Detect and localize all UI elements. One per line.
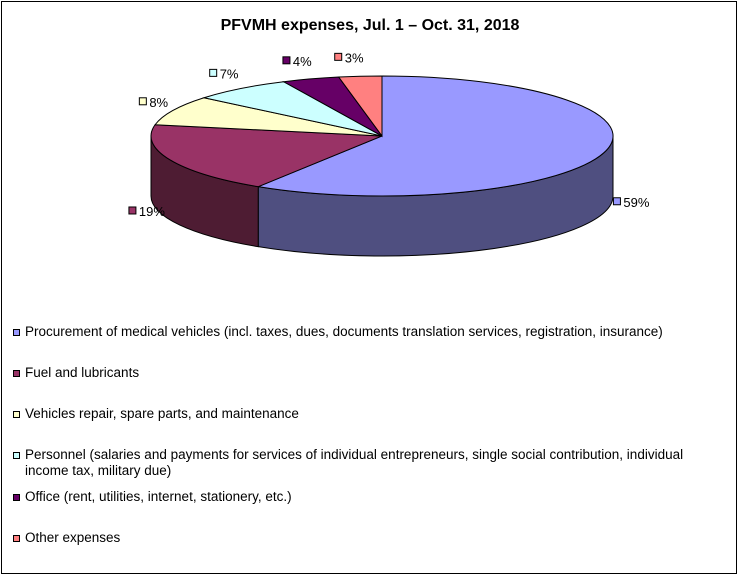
pct-label-text: 8% (149, 95, 168, 110)
pie-slice-1 (256, 75, 614, 197)
pct-label-5: 4% (282, 54, 312, 69)
chart-title: PFVMH expenses, Jul. 1 – Oct. 31, 2018 (220, 17, 520, 34)
legend-label: Other expenses (25, 530, 121, 545)
pct-label-1: 59% (612, 195, 650, 210)
legend-item: Personnel (salaries and payments for ser… (13, 447, 728, 479)
legend-label: Vehicles repair, spare parts, and mainte… (25, 406, 299, 421)
pct-label-swatch (128, 206, 137, 215)
legend-swatch (13, 494, 20, 501)
pct-label-swatch (282, 56, 291, 65)
pct-label-3: 8% (138, 95, 169, 110)
legend-label: Procurement of medical vehicles (incl. t… (25, 324, 663, 339)
legend-label: Fuel and lubricants (25, 365, 140, 380)
legend-item: Vehicles repair, spare parts, and mainte… (13, 406, 728, 422)
legend-item: Other expenses (13, 530, 728, 546)
pie-chart: 59% 19% 8% 7% 4% 3% (128, 50, 650, 257)
legend-swatch (13, 452, 20, 459)
pct-label-swatch (138, 97, 147, 106)
legend-item: Procurement of medical vehicles (incl. t… (13, 324, 728, 340)
legend-item: Fuel and lubricants (13, 365, 728, 381)
legend-swatch (13, 329, 20, 336)
pct-label-swatch (209, 68, 218, 77)
pie-slice-3 (154, 97, 383, 137)
legend-item: Office (rent, utilities, internet, stati… (13, 489, 728, 505)
pct-label-6: 3% (334, 50, 364, 65)
legend-swatch (13, 370, 20, 377)
legend-label: Office (rent, utilities, internet, stati… (25, 489, 292, 504)
pct-label-text: 4% (293, 54, 312, 69)
pct-label-swatch (334, 52, 343, 61)
legend-label: Personnel (salaries and payments for ser… (25, 447, 684, 478)
pct-label-text: 7% (220, 66, 239, 81)
legend-swatch (13, 411, 20, 418)
pie-slice-6 (337, 75, 383, 138)
pct-label-text: 3% (345, 50, 364, 65)
pct-label-text: 19% (139, 204, 165, 219)
legend-swatch (13, 535, 20, 542)
pct-label-text: 59% (623, 195, 649, 210)
pct-label-2: 19% (128, 204, 165, 219)
pct-label-swatch (612, 197, 621, 206)
pie-slice-4 (202, 81, 383, 137)
pct-label-4: 7% (209, 66, 239, 81)
pie-slice-2 (150, 124, 383, 188)
